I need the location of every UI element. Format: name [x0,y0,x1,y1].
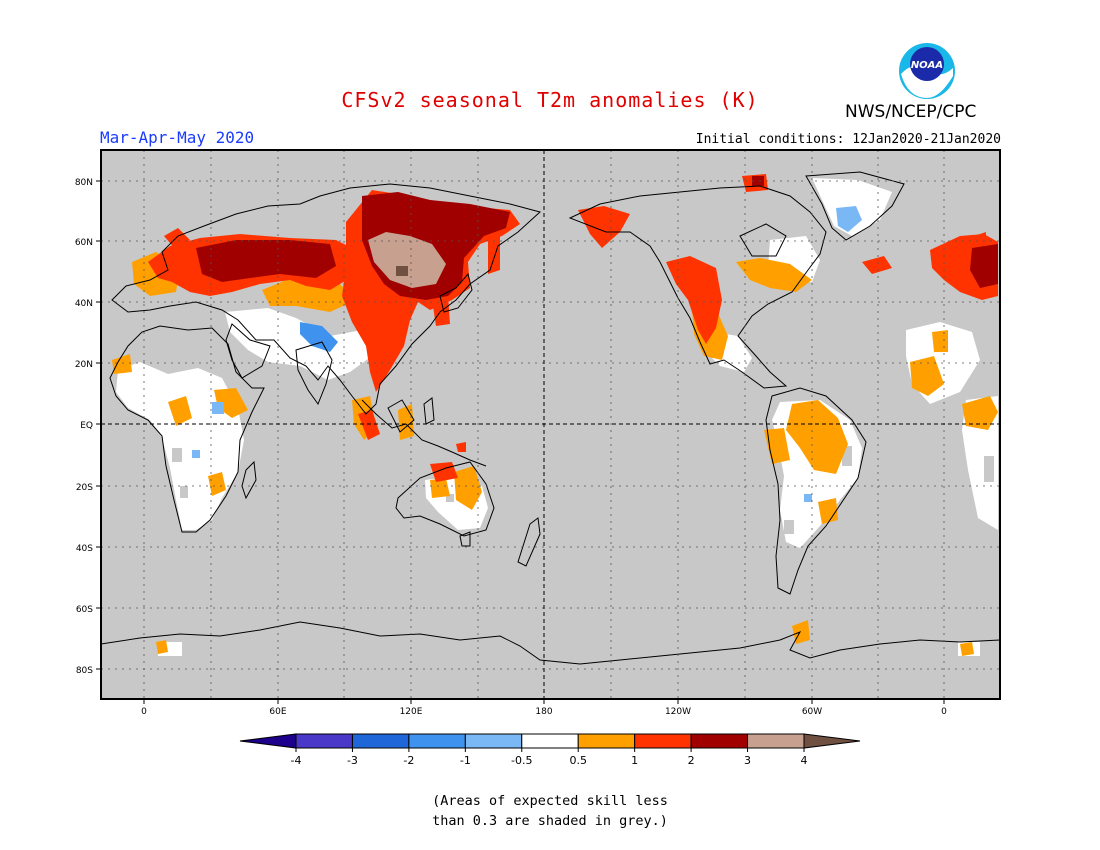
colorbar-segment [464,733,523,749]
colorbar-tick-label: 1 [631,754,638,767]
lat-label: 40S [76,544,93,554]
colorbar-arrow-low [239,733,297,749]
lon-label: 120W [665,707,691,717]
colorbar-tick-label: 2 [688,754,695,767]
reference-lines [101,150,1000,699]
colorbar-segment [690,733,749,749]
colorbar-segment [634,733,692,749]
colorbar-segment [577,733,636,749]
colorbar-tick-label: 3 [744,754,751,767]
lat-label: 40N [75,299,93,309]
colorbar-segment [747,733,805,749]
lon-label: 120E [400,707,423,717]
season-label: Mar-Apr-May 2020 [100,128,255,147]
initial-conditions-label: Initial conditions: 12Jan2020-21Jan2020 [695,132,1001,147]
colorbar-tick-label: -4 [291,754,302,767]
lat-label: 60N [75,238,93,248]
map-title: CFSv2 seasonal T2m anomalies (K) [341,88,759,112]
lat-label: EQ [80,421,93,431]
colorbar: -4 -3 -2 -1 -0.5 0.5 1 2 3 4 [239,733,861,767]
colorbar-segment [408,733,466,749]
noaa-logo-text: NOAA [911,60,943,71]
lat-label: 20N [75,360,93,370]
colorbar-tick-label: -0.5 [511,754,532,767]
colorbar-tick-label: -2 [403,754,414,767]
anomaly-fields [112,174,998,656]
colorbar-arrow-high [803,733,861,749]
colorbar-tick-label: 4 [801,754,808,767]
colorbar-segment [351,733,410,749]
lon-label: 0 [941,707,947,717]
lat-label: 80S [76,666,93,676]
lon-label: 60E [269,707,286,717]
noaa-logo: NOAA [897,41,957,101]
footnote-line-2: than 0.3 are shaded in grey.) [432,813,668,829]
footnote-line-1: (Areas of expected skill less [432,793,668,809]
lat-label: 80N [75,178,93,188]
lat-label: 60S [76,605,93,615]
colorbar-tick-label: -1 [460,754,471,767]
skill-footnote: (Areas of expected skill less than 0.3 a… [0,791,1100,831]
lon-label: 60W [802,707,822,717]
colorbar-segment [521,733,579,749]
agency-label: NWS/NCEP/CPC [845,102,977,122]
lat-label: 20S [76,483,93,493]
colorbar-segment [295,733,353,749]
colorbar-tick-label: 0.5 [569,754,587,767]
lon-label: 0 [141,707,147,717]
coastlines [100,171,1001,665]
lon-label: 180 [535,707,552,717]
colorbar-tick-label: -3 [347,754,358,767]
